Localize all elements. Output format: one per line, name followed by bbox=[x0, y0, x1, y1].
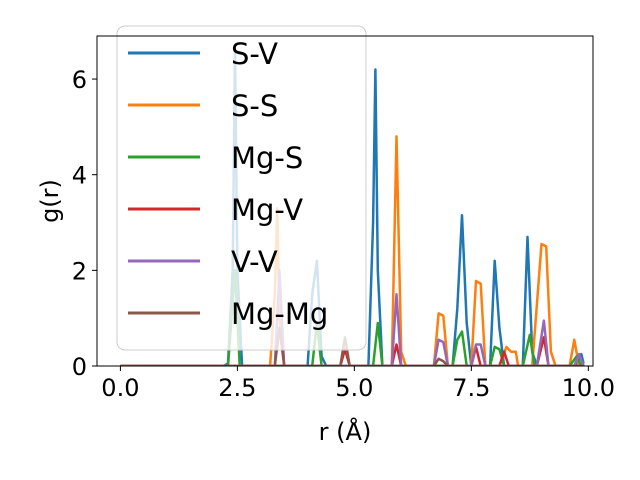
series-line-mg-s bbox=[120, 269, 585, 366]
legend-box bbox=[116, 25, 367, 351]
y-axis-label: g(r) bbox=[36, 179, 64, 223]
series-line-s-s bbox=[120, 135, 584, 366]
y-axis: 0 2 4 6 bbox=[72, 66, 97, 381]
y-tick-label: 2 bbox=[72, 257, 87, 285]
x-tick-label: 5.0 bbox=[335, 374, 373, 402]
legend: S-V S-S Mg-S Mg-V V-V Mg-Mg bbox=[116, 25, 367, 351]
x-tick-label: 7.5 bbox=[452, 374, 490, 402]
series-line-v-v bbox=[120, 269, 585, 366]
y-tick-label: 4 bbox=[72, 162, 87, 190]
legend-label: Mg-V bbox=[231, 193, 303, 227]
legend-label: S-S bbox=[231, 89, 278, 123]
x-tick-label: 2.5 bbox=[218, 374, 256, 402]
legend-label: Mg-Mg bbox=[231, 297, 328, 331]
plot-frame bbox=[96, 35, 594, 367]
y-tick-label: 0 bbox=[72, 353, 87, 381]
x-axis: 0.0 2.5 5.0 7.5 10.0 bbox=[101, 366, 615, 402]
x-tick-label: 10.0 bbox=[562, 374, 615, 402]
x-axis-label: r (Å) bbox=[319, 417, 372, 446]
x-tick-label: 0.0 bbox=[101, 374, 139, 402]
legend-label: Mg-S bbox=[231, 141, 303, 175]
legend-label: S-V bbox=[231, 37, 278, 71]
legend-label: V-V bbox=[231, 245, 278, 279]
y-tick-label: 6 bbox=[72, 66, 87, 94]
